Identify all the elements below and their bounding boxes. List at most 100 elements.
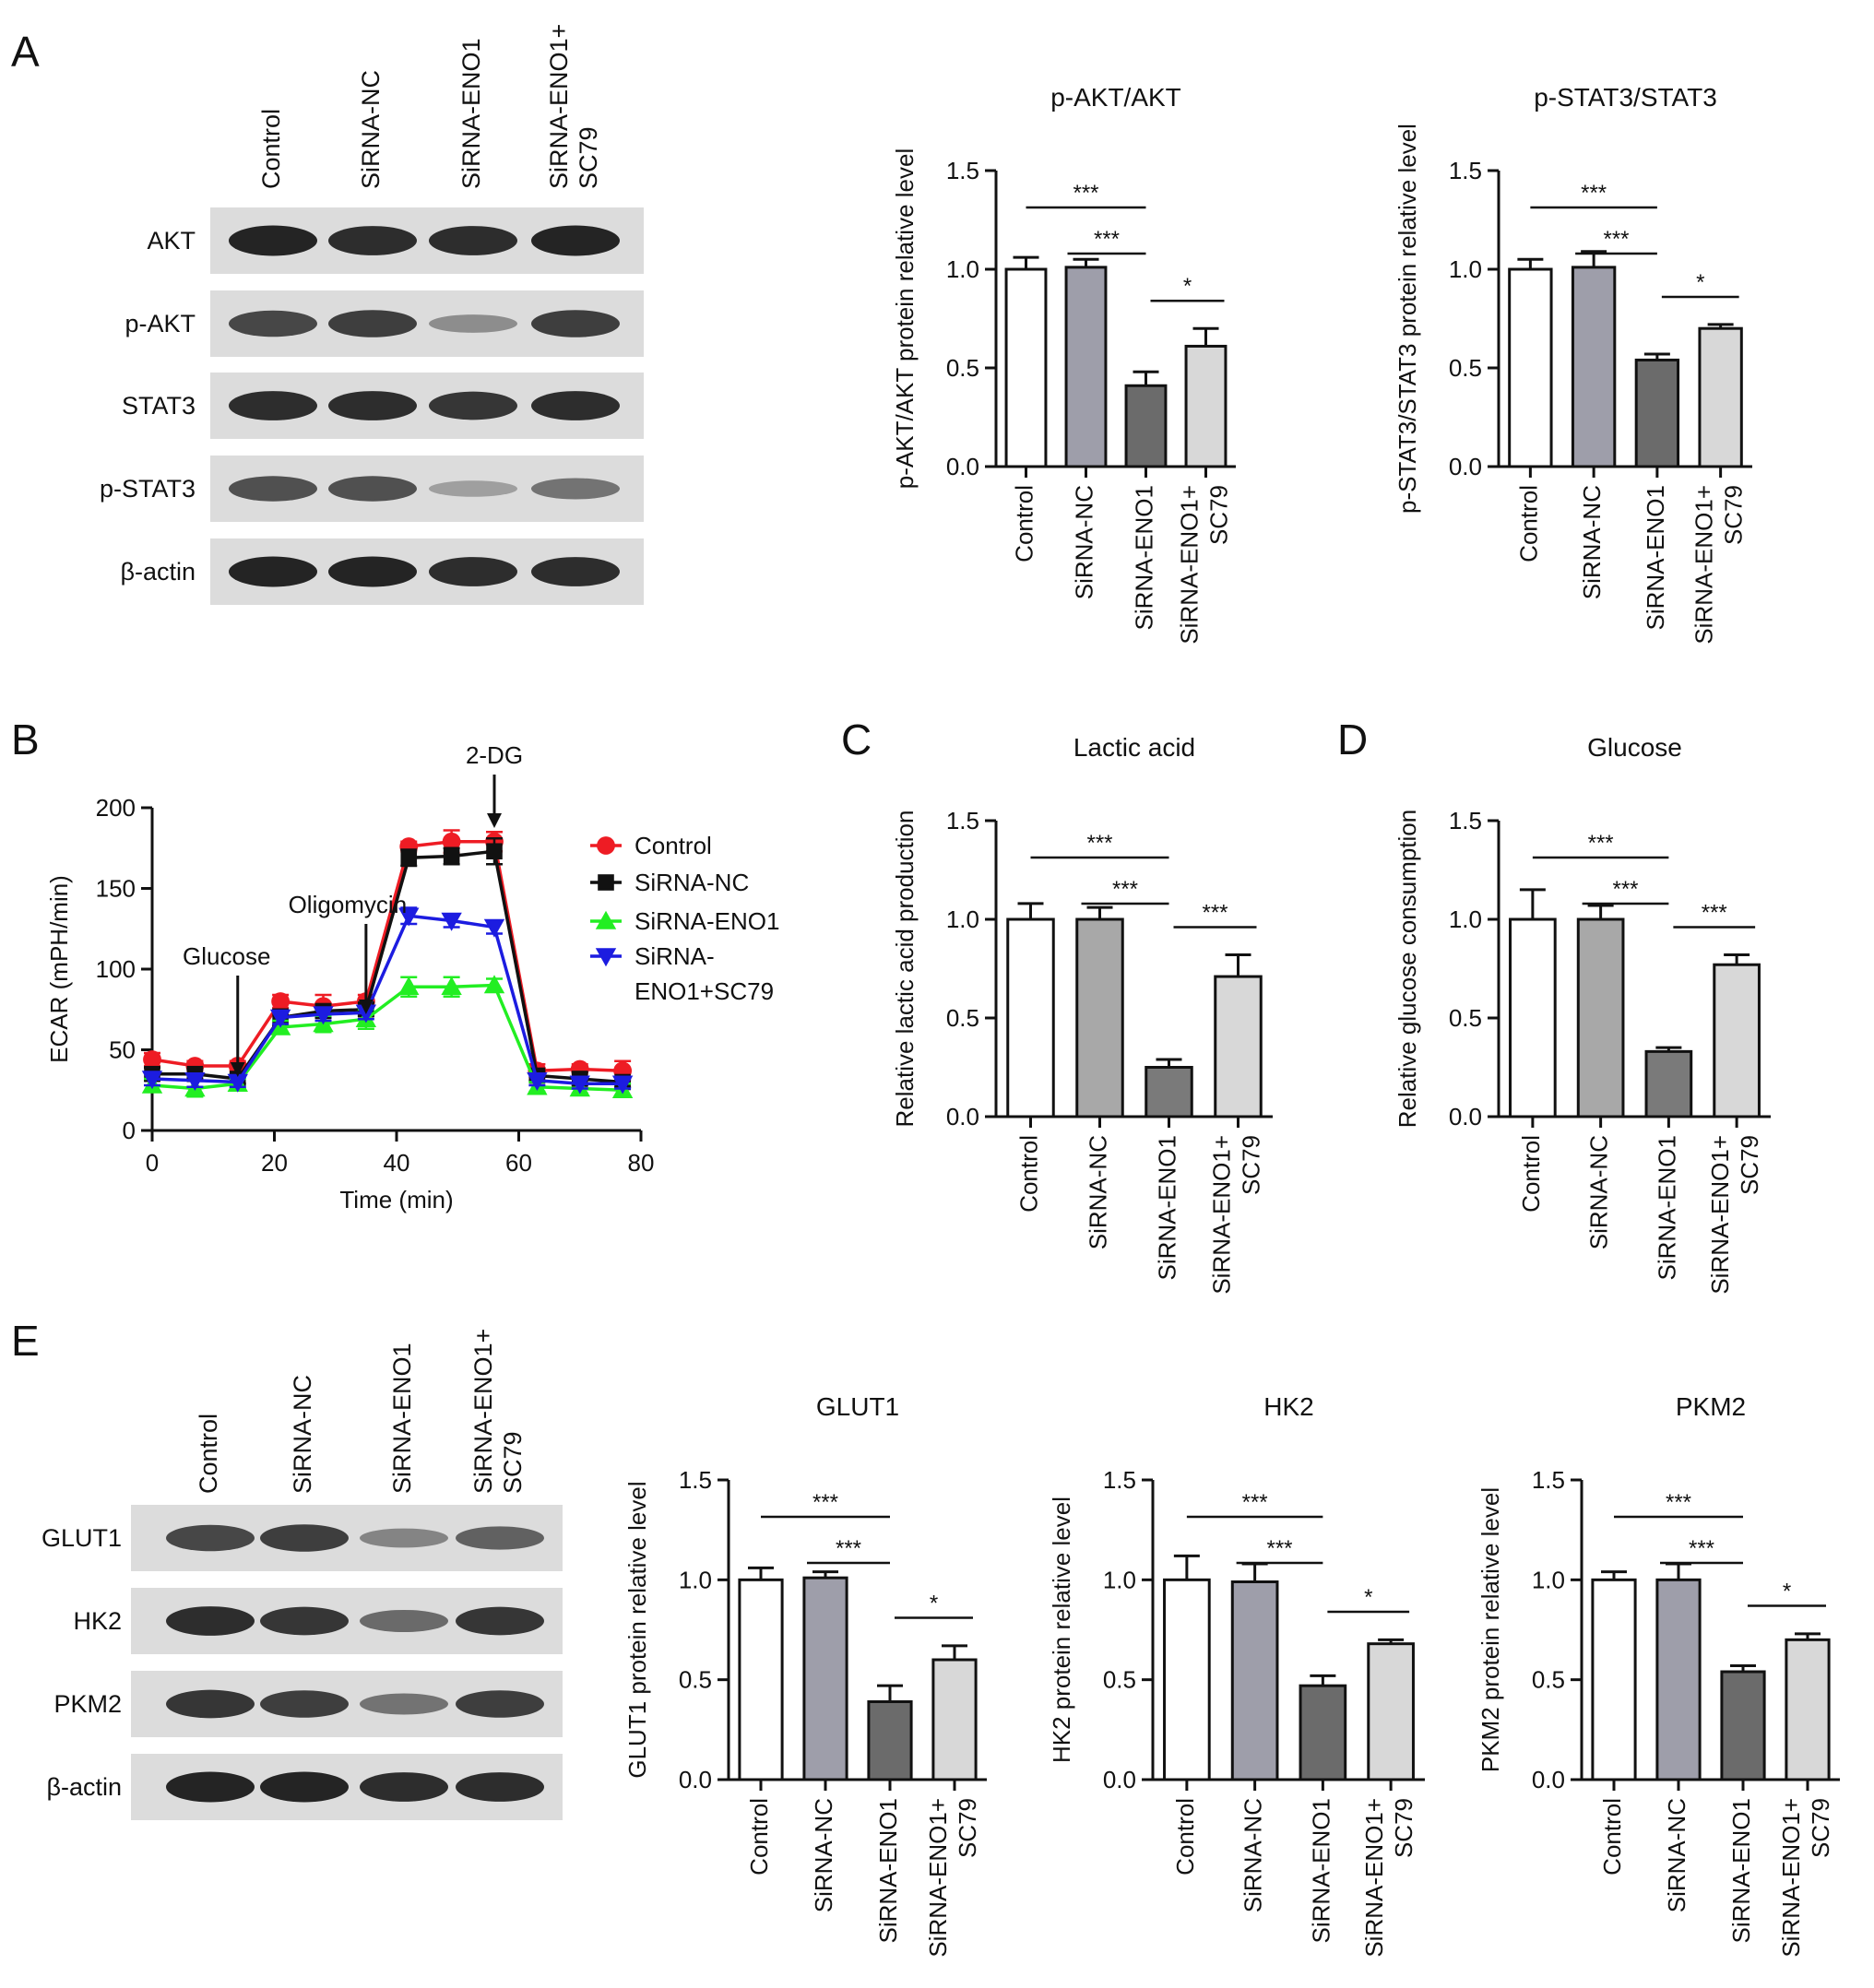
x-tick-label: SiRNA-NC bbox=[1585, 1135, 1613, 1249]
data-point bbox=[269, 1009, 291, 1028]
x-tick-label: SC79 bbox=[1720, 485, 1748, 545]
x-tick-label: SC79 bbox=[1204, 485, 1232, 545]
data-point bbox=[400, 849, 418, 867]
y-axis-label: PKM2 protein relative level bbox=[1477, 1487, 1504, 1772]
y-tick-label: 0 bbox=[123, 1117, 136, 1144]
data-point bbox=[486, 843, 503, 860]
x-tick-label: SC79 bbox=[954, 1798, 981, 1858]
blot-band bbox=[360, 1772, 448, 1802]
bar bbox=[1644, 1049, 1693, 1118]
bar bbox=[1006, 917, 1055, 1118]
bar bbox=[1655, 1578, 1702, 1781]
blot-band bbox=[328, 476, 417, 502]
blot-band bbox=[531, 225, 620, 256]
x-tick-label: SiRNA-NC bbox=[1239, 1798, 1267, 1912]
significance-label: * bbox=[1696, 270, 1704, 295]
y-tick-label: 0.5 bbox=[1532, 1666, 1565, 1694]
bar bbox=[931, 1658, 978, 1781]
x-tick-label: SiRNA-ENO1+ bbox=[924, 1798, 952, 1958]
chart-title: Glucose bbox=[1587, 733, 1682, 762]
blot-row-label: β-actin bbox=[120, 558, 196, 586]
y-tick-label: 1.5 bbox=[1532, 1466, 1565, 1494]
blot-band bbox=[429, 480, 517, 497]
data-point bbox=[595, 910, 617, 929]
bar-chart-glucose: 0.0 0.5 1.0 1.5 Glucose Relative glucose cons… bbox=[1394, 733, 1771, 1295]
y-tick-label: 0.5 bbox=[679, 1666, 712, 1694]
y-tick-label: 0.5 bbox=[1103, 1666, 1136, 1694]
bar bbox=[1367, 1642, 1415, 1781]
western-blot-panel-a: Control SiRNA-NC SiRNA-ENO1 SiRNA-ENO1+ SC79… bbox=[100, 24, 644, 605]
line-chart-ecar: 0 50 100 150 200 0 20 40 60 80 Time (min) ECAR (mPH… bbox=[45, 741, 779, 1213]
blot-band bbox=[328, 556, 417, 587]
x-tick-label: SiRNA-ENO1+ bbox=[1706, 1135, 1734, 1295]
blot-lane-label: SiRNA-NC bbox=[357, 70, 385, 189]
x-tick-label: SC79 bbox=[1736, 1135, 1763, 1195]
x-tick-label: Control bbox=[1517, 1135, 1545, 1213]
charts-layer: 0.0 0.5 1.0 1.5 p-AKT/AKT p-AKT/AKT protein r… bbox=[45, 83, 1840, 1958]
panel-label-d: D bbox=[1337, 716, 1368, 763]
legend-label: SiRNA-NC bbox=[635, 869, 749, 896]
series-line bbox=[151, 914, 623, 1085]
x-tick-label: SiRNA-ENO1 bbox=[1727, 1798, 1755, 1943]
y-tick-label: 0.5 bbox=[1449, 354, 1482, 382]
bar-chart-lactic: 0.0 0.5 1.0 1.5 Lactic acid Relative lactic a… bbox=[891, 733, 1273, 1295]
data-point bbox=[271, 992, 291, 1011]
y-tick-label: 1.0 bbox=[1449, 905, 1482, 933]
y-tick-label: 0.0 bbox=[1449, 1103, 1482, 1130]
annotation-label: 2-DG bbox=[466, 741, 523, 769]
legend-label: SiRNA-ENO1 bbox=[635, 907, 779, 935]
panel-label-b: B bbox=[11, 716, 40, 763]
chart-title: HK2 bbox=[1263, 1392, 1313, 1421]
significance-label: *** bbox=[1689, 1536, 1714, 1561]
blot-band bbox=[429, 557, 517, 586]
bar-chart-akt: 0.0 0.5 1.0 1.5 p-AKT/AKT p-AKT/AKT protein r… bbox=[891, 83, 1236, 645]
y-tick-label: 0.0 bbox=[1532, 1766, 1565, 1793]
bar bbox=[1124, 384, 1168, 468]
blot-band bbox=[229, 225, 317, 256]
series-line bbox=[151, 983, 623, 1092]
bar-chart-glut1: 0.0 0.5 1.0 1.5 GLUT1 GLUT1 protein relative … bbox=[623, 1392, 987, 1958]
blot-lane-label: SiRNA-NC bbox=[289, 1375, 316, 1494]
blot-lane-label: Control bbox=[257, 109, 285, 189]
blot-band bbox=[229, 310, 317, 337]
bar bbox=[1004, 267, 1048, 468]
blot-row-label: PKM2 bbox=[53, 1690, 122, 1718]
y-tick-label: 1.0 bbox=[1449, 255, 1482, 283]
significance-label: *** bbox=[1242, 1490, 1268, 1515]
blot-band bbox=[260, 1524, 349, 1552]
legend-label: SiRNA- bbox=[635, 942, 715, 970]
x-tick-label: SiRNA-ENO1 bbox=[1653, 1135, 1680, 1280]
blot-band bbox=[531, 310, 620, 337]
x-tick-label: SiRNA-NC bbox=[1578, 485, 1606, 599]
x-tick-label: Control bbox=[1171, 1798, 1199, 1876]
blot-band bbox=[260, 1771, 349, 1803]
significance-label: *** bbox=[1581, 181, 1607, 206]
blot-band bbox=[360, 1528, 448, 1548]
x-tick-label: SC79 bbox=[1390, 1798, 1417, 1858]
significance-label: *** bbox=[1073, 181, 1098, 206]
significance-label: *** bbox=[1094, 227, 1120, 252]
blot-lane-label: SiRNA-ENO1+ bbox=[469, 1329, 497, 1494]
bar bbox=[1713, 963, 1761, 1118]
x-tick-label: SiRNA-ENO1 bbox=[1307, 1798, 1334, 1943]
blot-lane-label: SiRNA-ENO1 bbox=[457, 38, 485, 189]
data-point bbox=[483, 918, 505, 938]
blot-band bbox=[166, 1771, 255, 1803]
x-axis-label: Time (min) bbox=[339, 1186, 453, 1213]
blot-lane-label: SiRNA-ENO1 bbox=[388, 1343, 416, 1494]
y-tick-label: 150 bbox=[96, 875, 136, 903]
x-tick-label: 40 bbox=[384, 1149, 410, 1177]
data-point bbox=[227, 1073, 248, 1093]
blot-lane-label: Control bbox=[195, 1414, 222, 1494]
y-axis-label: HK2 protein relative level bbox=[1048, 1497, 1075, 1763]
x-tick-label: Control bbox=[745, 1798, 773, 1876]
significance-label: *** bbox=[812, 1490, 838, 1515]
blot-lane-label: SC79 bbox=[575, 126, 602, 189]
x-tick-label: SiRNA-ENO1 bbox=[874, 1798, 902, 1943]
significance-label: * bbox=[1183, 274, 1192, 299]
chart-title: p-AKT/AKT bbox=[1050, 83, 1181, 112]
blot-row-label: p-STAT3 bbox=[100, 475, 196, 503]
significance-label: * bbox=[930, 1592, 938, 1616]
blot-band bbox=[531, 391, 620, 420]
